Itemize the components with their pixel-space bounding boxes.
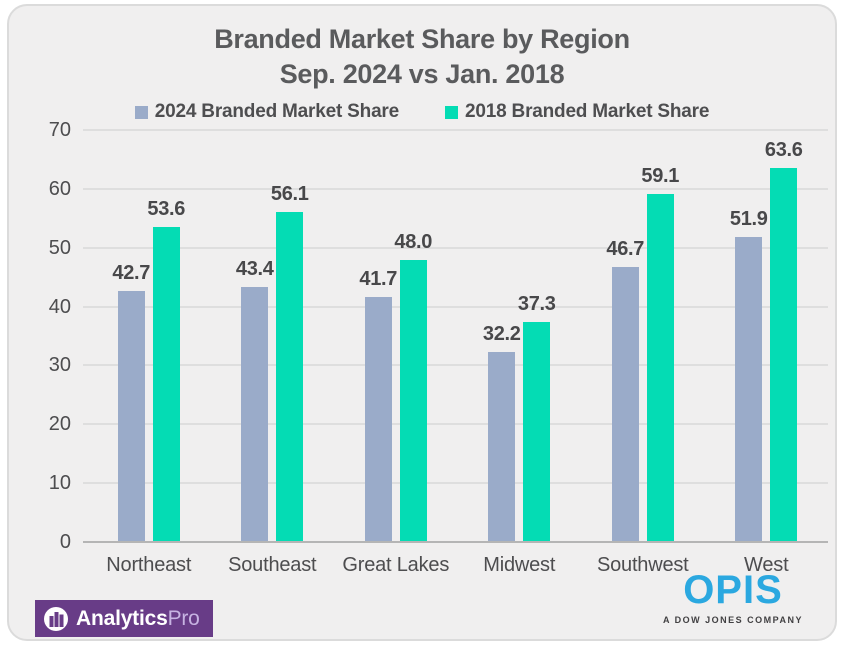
value-label-2018-great-lakes: 48.0 [394, 230, 433, 253]
gridline-30 [83, 364, 828, 367]
analyticspro-label-light: Pro [167, 606, 200, 630]
value-label-2018-northeast: 53.6 [147, 197, 186, 220]
gridline-20 [83, 423, 828, 426]
gridline-0 [83, 541, 828, 543]
legend: 2024 Branded Market Share 2018 Branded M… [9, 101, 835, 123]
gridline-70 [83, 129, 828, 131]
analyticspro-label-bold: Analytics [76, 606, 168, 630]
chart-card: Branded Market Share by Region Sep. 2024… [7, 4, 837, 641]
value-label-2018-southeast: 56.1 [270, 182, 309, 205]
bar-2024-southwest: 46.7 [606, 238, 644, 542]
bar-group-west: 51.9 63.6 [705, 130, 829, 542]
y-tick-10: 10 [48, 472, 71, 495]
y-tick-40: 40 [48, 295, 71, 318]
y-tick-50: 50 [48, 236, 71, 259]
x-label-northeast: Northeast [106, 554, 192, 576]
gridline-50 [83, 246, 828, 249]
analyticspro-badge: AnalyticsPro [35, 600, 213, 637]
plot-area: 42.7 53.6 43.4 56.1 41.7 48.0 32.2 37.3 46.7 59.1… [83, 129, 828, 543]
y-tick-0: 0 [59, 531, 71, 553]
opis-tagline: A DOW JONES COMPANY [662, 615, 803, 625]
legend-label-2018: 2018 Branded Market Share [465, 101, 710, 122]
value-label-2024-west: 51.9 [729, 207, 768, 230]
bar-group-northeast: 42.7 53.6 [87, 130, 211, 542]
x-label-midwest: Midwest [483, 554, 556, 576]
legend-swatch-2024-icon [134, 105, 148, 119]
y-axis-labels: 0 10 20 30 40 50 60 70 [9, 120, 71, 552]
x-label-southwest: Southwest [596, 554, 689, 576]
value-label-2024-southwest: 46.7 [606, 238, 645, 261]
x-label-great-lakes: Great Lakes [342, 554, 450, 576]
chart-title-line1: Branded Market Share by Region [214, 24, 630, 54]
value-label-2018-midwest: 37.3 [517, 293, 556, 316]
value-label-2024-midwest: 32.2 [482, 323, 521, 346]
y-tick-70: 70 [48, 119, 71, 141]
bar-2018-southwest: 59.1 [641, 165, 679, 542]
gridline-60 [83, 187, 828, 190]
y-tick-30: 30 [48, 354, 71, 377]
value-label-2024-great-lakes: 41.7 [359, 267, 398, 290]
gridline-40 [83, 305, 828, 308]
legend-label-2024: 2024 Branded Market Share [154, 101, 399, 122]
bar-2018-west: 63.6 [765, 139, 803, 542]
y-tick-20: 20 [48, 413, 71, 436]
legend-item-2024: 2024 Branded Market Share [134, 101, 399, 123]
bar-2024-west: 51.9 [730, 208, 768, 542]
bar-2018-midwest: 37.3 [518, 293, 556, 542]
opis-wordmark: OPIS [683, 568, 783, 612]
bar-groups: 42.7 53.6 43.4 56.1 41.7 48.0 32.2 37.3 46.7 59.1… [87, 130, 828, 542]
bar-group-great-lakes: 41.7 48.0 [334, 130, 458, 542]
x-label-southeast: Southeast [228, 554, 317, 576]
analyticspro-logo-icon [44, 606, 68, 631]
y-tick-60: 60 [48, 177, 71, 200]
x-label-west: West [744, 554, 789, 576]
value-label-2018-west: 63.6 [764, 138, 803, 161]
bar-2018-southeast: 56.1 [271, 183, 309, 542]
bar-group-southwest: 46.7 59.1 [581, 130, 705, 542]
analyticspro-label: AnalyticsPro [76, 607, 200, 631]
bar-group-midwest: 32.2 37.3 [458, 130, 582, 542]
bar-2024-northeast: 42.7 [112, 262, 150, 542]
bar-2018-great-lakes: 48.0 [394, 231, 432, 542]
opis-logo: OPIS A DOW JONES COMPANY [663, 568, 803, 625]
value-label-2024-southeast: 43.4 [235, 257, 274, 280]
legend-swatch-2018-icon [445, 105, 458, 119]
x-axis-labels: Northeast Southeast Great Lakes Midwest Sout… [87, 554, 828, 577]
value-label-2018-southwest: 59.1 [641, 165, 680, 188]
legend-item-2018: 2018 Branded Market Share [445, 101, 709, 123]
bar-group-southeast: 43.4 56.1 [211, 130, 335, 542]
chart-title: Branded Market Share by Region Sep. 2024… [9, 22, 835, 92]
bar-2024-southeast: 43.4 [236, 258, 274, 542]
chart-title-line2: Sep. 2024 vs Jan. 2018 [279, 59, 565, 89]
bar-2018-northeast: 53.6 [147, 198, 185, 542]
value-label-2024-northeast: 42.7 [112, 261, 151, 284]
gridline-10 [83, 482, 828, 485]
bar-2024-great-lakes: 41.7 [359, 268, 397, 542]
bar-2024-midwest: 32.2 [483, 323, 521, 542]
